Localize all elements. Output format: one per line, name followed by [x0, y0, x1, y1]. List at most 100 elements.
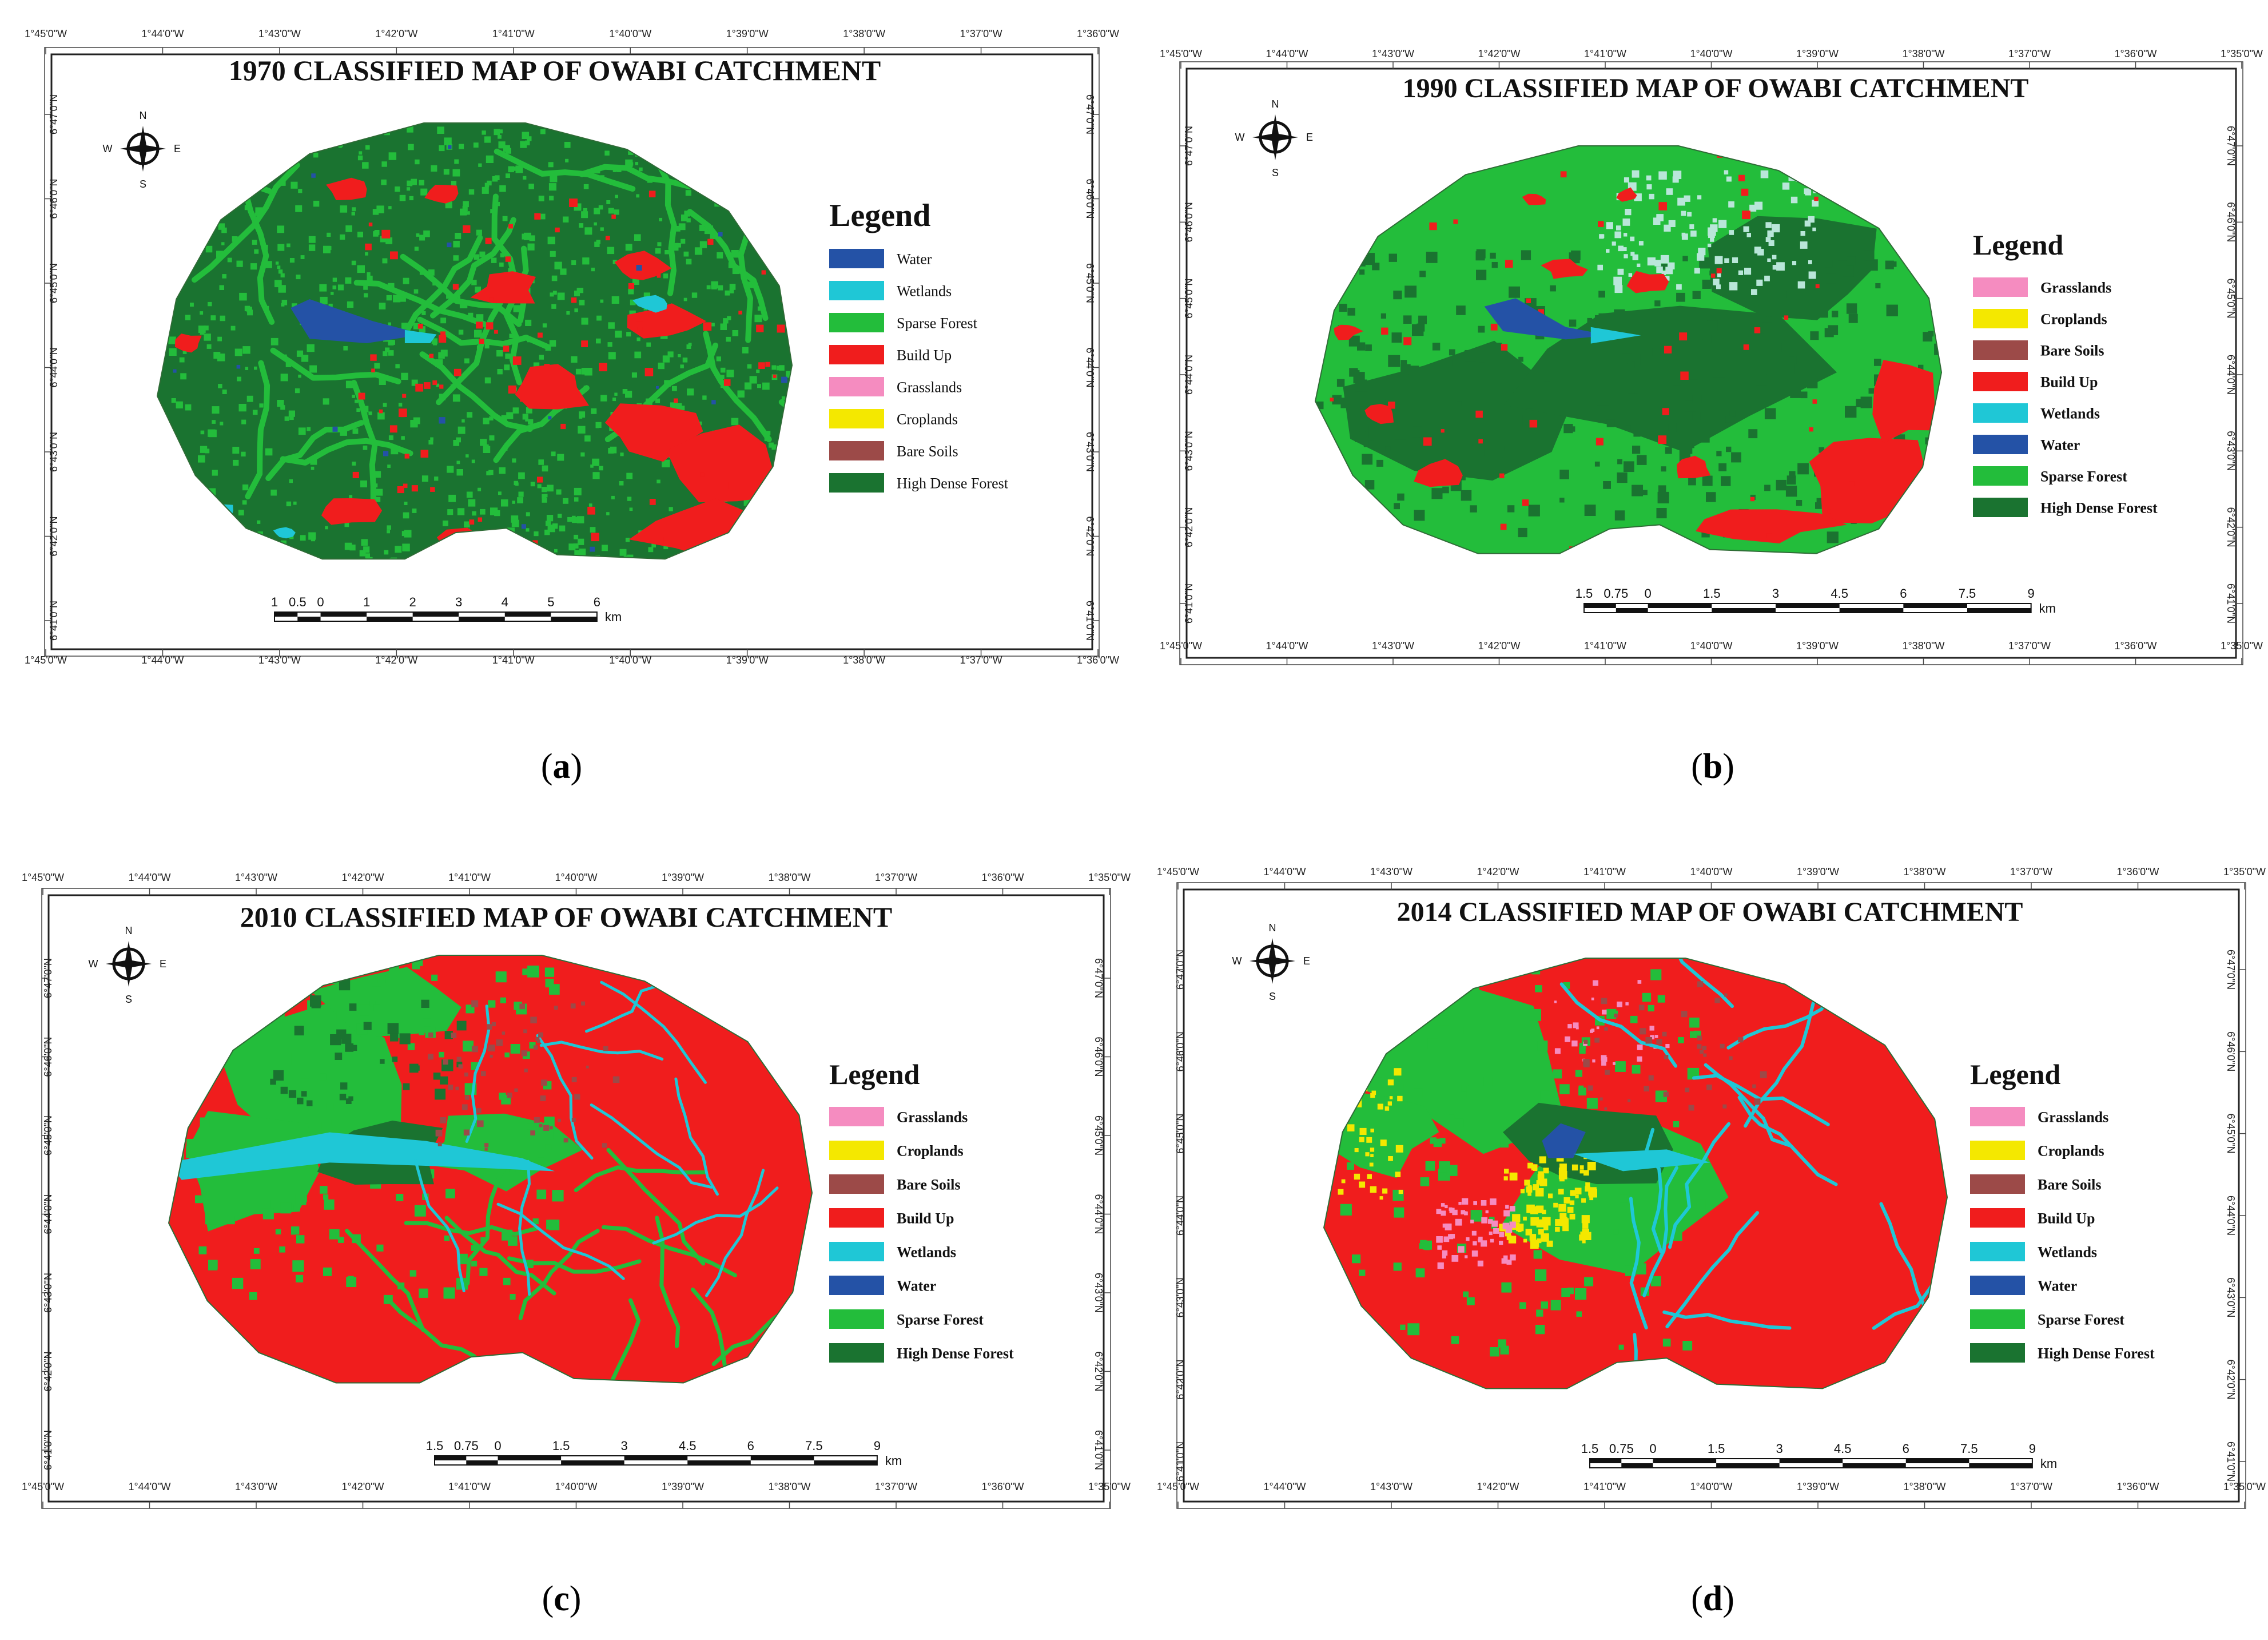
sparse-forest-patch — [489, 435, 495, 441]
sparse-forest-patch — [501, 499, 508, 507]
high-dense-forest-patch — [1456, 305, 1466, 315]
build-up-patch — [485, 237, 492, 244]
build-up-patch — [1526, 298, 1531, 303]
sparse-forest-patch — [208, 1260, 218, 1270]
sparse-forest-patch — [241, 451, 246, 456]
grassland-patch — [1458, 1246, 1465, 1253]
wetland-patch — [404, 329, 437, 343]
scale-bar-unit: km — [2040, 1456, 2057, 1471]
sparse-forest-patch — [498, 491, 502, 495]
bare-soil-patch — [571, 1118, 576, 1122]
sparse-forest-patch — [301, 1078, 309, 1086]
cropland-patch — [1533, 1184, 1539, 1190]
sparse-forest-patch — [460, 208, 467, 216]
cropland-patch — [1387, 1079, 1394, 1086]
longitude-label-bottom: 1°37'0"W — [2010, 1481, 2052, 1492]
sparse-forest-patch — [383, 351, 388, 356]
sparse-forest-patch — [471, 280, 477, 285]
sparse-forest-patch — [489, 416, 494, 421]
sparse-forest-patch — [443, 169, 449, 175]
sparse-forest-patch — [771, 365, 777, 370]
build-up-patch — [1505, 260, 1513, 268]
compass-needle-ew — [1252, 133, 1298, 141]
sparse-forest-patch — [242, 346, 250, 354]
build-up-patch — [1849, 481, 1855, 486]
cropland-patch — [1527, 1192, 1531, 1196]
wetland-patch — [1724, 258, 1729, 263]
wetland-patch — [1800, 241, 1808, 249]
longitude-label-top: 1°39'0"W — [1796, 48, 1839, 59]
scale-bar-label: 7.5 — [805, 1439, 823, 1453]
sparse-forest-patch — [525, 319, 532, 326]
sparse-forest-patch — [527, 966, 539, 978]
sparse-forest-patch — [457, 508, 465, 515]
sparse-forest-patch — [293, 501, 297, 505]
sparse-forest-patch — [466, 211, 470, 215]
sparse-forest-patch — [476, 229, 482, 236]
legend-swatch — [829, 1242, 884, 1261]
sparse-forest-patch — [574, 308, 578, 312]
scale-bar-segment — [367, 617, 413, 621]
sparse-forest-patch — [498, 134, 502, 139]
sparse-forest-patch — [1563, 982, 1570, 989]
sparse-forest-patch — [1359, 1269, 1366, 1276]
legend-swatch — [829, 1276, 884, 1295]
sparse-forest-patch — [720, 367, 726, 373]
sparse-forest-patch — [574, 497, 579, 502]
sparse-forest-patch — [482, 186, 489, 194]
build-up-patch — [326, 177, 367, 200]
latitude-label-right: 6°42'0"N — [1093, 1351, 1104, 1391]
sparse-forest-patch — [1433, 1138, 1442, 1147]
compass-label-e: E — [174, 143, 181, 154]
sparse-forest-patch — [423, 230, 430, 237]
build-up-patch — [390, 251, 398, 260]
sparse-forest-patch — [571, 356, 578, 363]
sparse-forest-patch — [345, 225, 352, 232]
bare-soil-patch — [1656, 1039, 1662, 1045]
sparse-forest-patch — [547, 485, 554, 492]
grassland-patch — [1445, 1223, 1452, 1230]
high-dense-forest-patch — [1846, 303, 1857, 314]
high-dense-forest-patch — [1713, 365, 1725, 378]
sparse-forest-patch — [1584, 1277, 1594, 1286]
sparse-forest-patch — [1519, 1302, 1526, 1309]
sparse-forest-patch — [1613, 1229, 1619, 1235]
sparse-forest-patch — [1575, 1288, 1587, 1300]
high-dense-forest-patch — [1632, 485, 1643, 497]
sparse-forest-corridor — [606, 1148, 706, 1266]
sparse-forest-patch — [682, 358, 688, 363]
sparse-forest-patch — [480, 509, 486, 515]
sparse-forest-patch — [1425, 1245, 1430, 1250]
latitude-label-left: 6°47'0"N — [1183, 126, 1195, 166]
sparse-forest-patch — [437, 126, 444, 134]
wetland-patch — [1624, 177, 1629, 183]
wetland-patch — [1606, 249, 1610, 253]
sparse-forest-patch — [365, 252, 368, 256]
grassland-patch — [1445, 1205, 1448, 1209]
sparse-forest-patch — [463, 1041, 474, 1052]
sparse-forest-patch — [590, 464, 594, 468]
build-up-patch — [544, 364, 550, 370]
high-dense-forest-patch — [1918, 364, 1924, 371]
high-dense-forest-patch — [1559, 470, 1569, 479]
sparse-forest-patch — [626, 332, 631, 337]
latitude-label-right: 6°41'0"N — [1084, 601, 1096, 641]
scale-bar-segment — [466, 1460, 498, 1465]
scale-bar-segment — [459, 617, 505, 621]
cropland-patch — [1589, 1196, 1594, 1201]
bare-soil-patch — [484, 1147, 488, 1151]
high-dense-forest-patch — [1603, 481, 1611, 489]
legend-item-label: Sparse Forest — [2038, 1312, 2124, 1328]
sparse-forest-patch — [440, 350, 448, 357]
latitude-label-right: 6°46'0"N — [1093, 1037, 1104, 1077]
sparse-forest-patch — [1403, 1084, 1415, 1095]
cropland-patch — [1389, 1096, 1393, 1099]
high-dense-forest-patch — [1518, 380, 1527, 389]
sparse-forest-patch — [363, 285, 368, 290]
build-up-patch — [1626, 271, 1669, 293]
sparse-forest-patch — [680, 364, 684, 368]
high-dense-forest-patch — [1718, 463, 1727, 471]
sparse-forest-patch — [1425, 1161, 1435, 1171]
high-dense-forest-patch — [1340, 398, 1351, 408]
sparse-forest-patch — [528, 184, 534, 189]
